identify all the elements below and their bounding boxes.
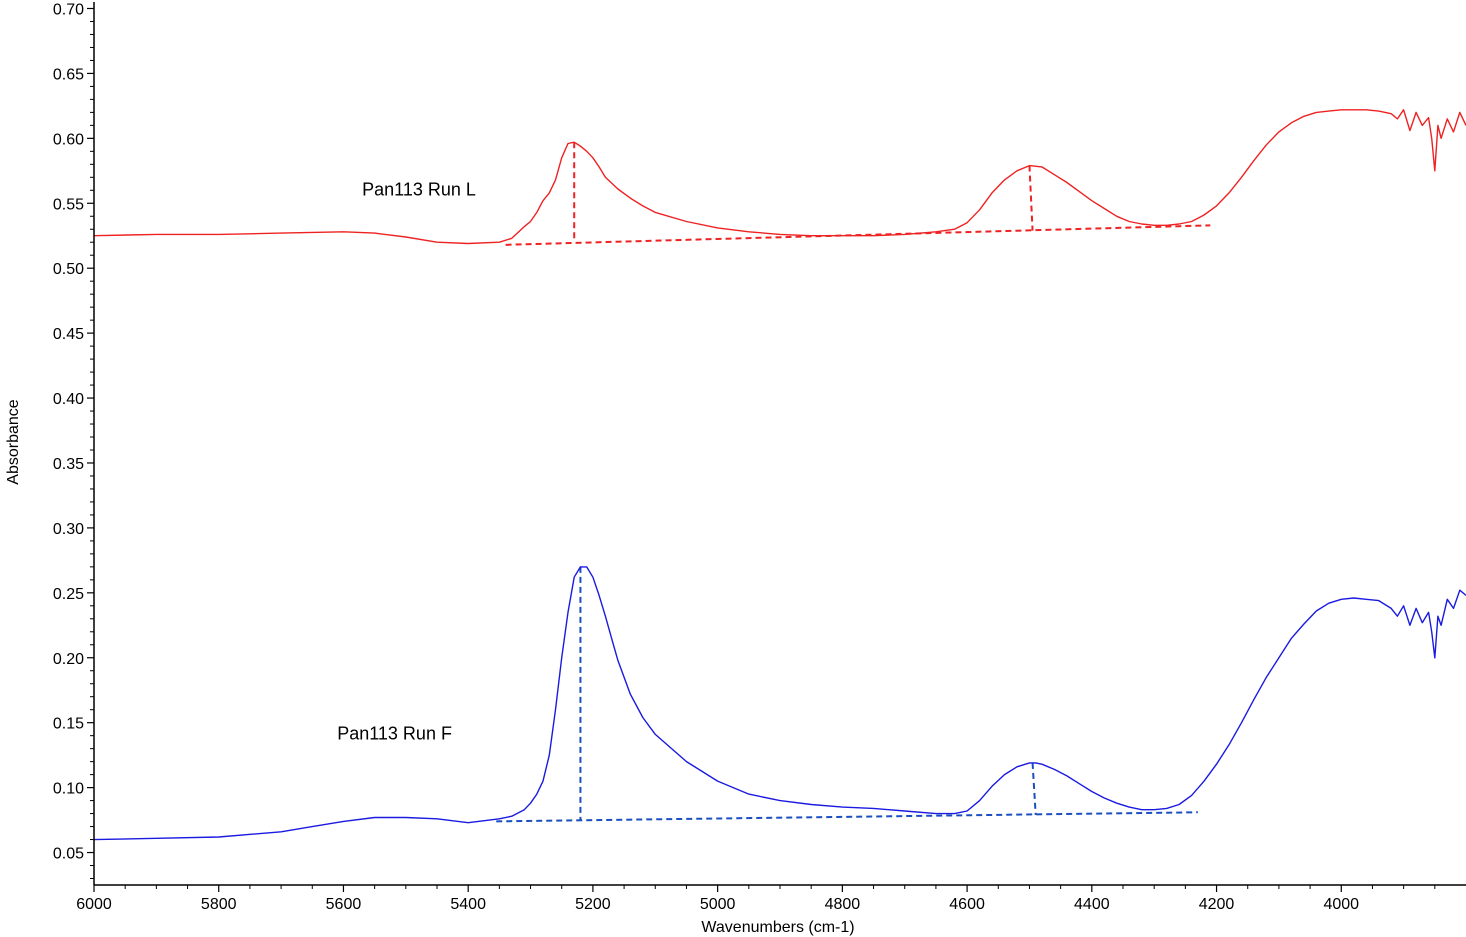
x-tick-label: 4800 bbox=[825, 896, 861, 913]
spectrum-line-run-l bbox=[93, 109, 1466, 245]
x-tick-label: 4400 bbox=[1074, 896, 1110, 913]
y-tick-label: 0.30 bbox=[53, 521, 84, 538]
y-tick-label: 0.45 bbox=[53, 326, 84, 343]
y-tick-label: 0.65 bbox=[53, 66, 84, 83]
series-label-run-f: Pan113 Run F bbox=[337, 724, 452, 744]
x-tick-label: 5000 bbox=[700, 896, 736, 913]
y-tick-label: 0.20 bbox=[53, 651, 84, 668]
y-tick-label: 0.05 bbox=[53, 846, 84, 863]
axes bbox=[93, 2, 1466, 886]
x-tick-label: 5800 bbox=[201, 896, 237, 913]
peak-height-line bbox=[1031, 762, 1037, 815]
spectrum-line-run-f bbox=[93, 566, 1466, 841]
peak-height-line bbox=[1028, 165, 1034, 231]
peak-baseline-line bbox=[496, 811, 1198, 823]
y-tick-label: 0.40 bbox=[53, 391, 84, 408]
x-tick-label: 4200 bbox=[1199, 896, 1235, 913]
y-axis-title: Absorbance bbox=[5, 399, 22, 484]
x-tick-label: 5400 bbox=[450, 896, 486, 913]
y-tick-label: 0.50 bbox=[53, 261, 84, 278]
x-tick-label: 5200 bbox=[575, 896, 611, 913]
y-tick-label: 0.55 bbox=[53, 196, 84, 213]
x-axis-title: Wavenumbers (cm-1) bbox=[701, 919, 854, 936]
x-tick-label: 5600 bbox=[326, 896, 362, 913]
y-tick-label: 0.35 bbox=[53, 456, 84, 473]
spectra: Pan113 Run L Pan113 Run F bbox=[93, 109, 1466, 841]
x-tick-label: 4000 bbox=[1323, 896, 1359, 913]
y-tick-label: 0.60 bbox=[53, 131, 84, 148]
annotation-lines bbox=[496, 142, 1211, 823]
y-tick-label: 0.70 bbox=[53, 1, 84, 18]
x-tick-label: 4600 bbox=[949, 896, 985, 913]
y-tick-label: 0.25 bbox=[53, 586, 84, 603]
y-tick-label: 0.15 bbox=[53, 716, 84, 733]
series-label-run-l: Pan113 Run L bbox=[362, 179, 476, 199]
y-tick-label: 0.10 bbox=[53, 781, 84, 798]
x-tick-label: 6000 bbox=[76, 896, 112, 913]
axis-ticks: 6000 5800 5600 5400 5200 5000 4800 4600 4400 4200… bbox=[53, 1, 1436, 913]
